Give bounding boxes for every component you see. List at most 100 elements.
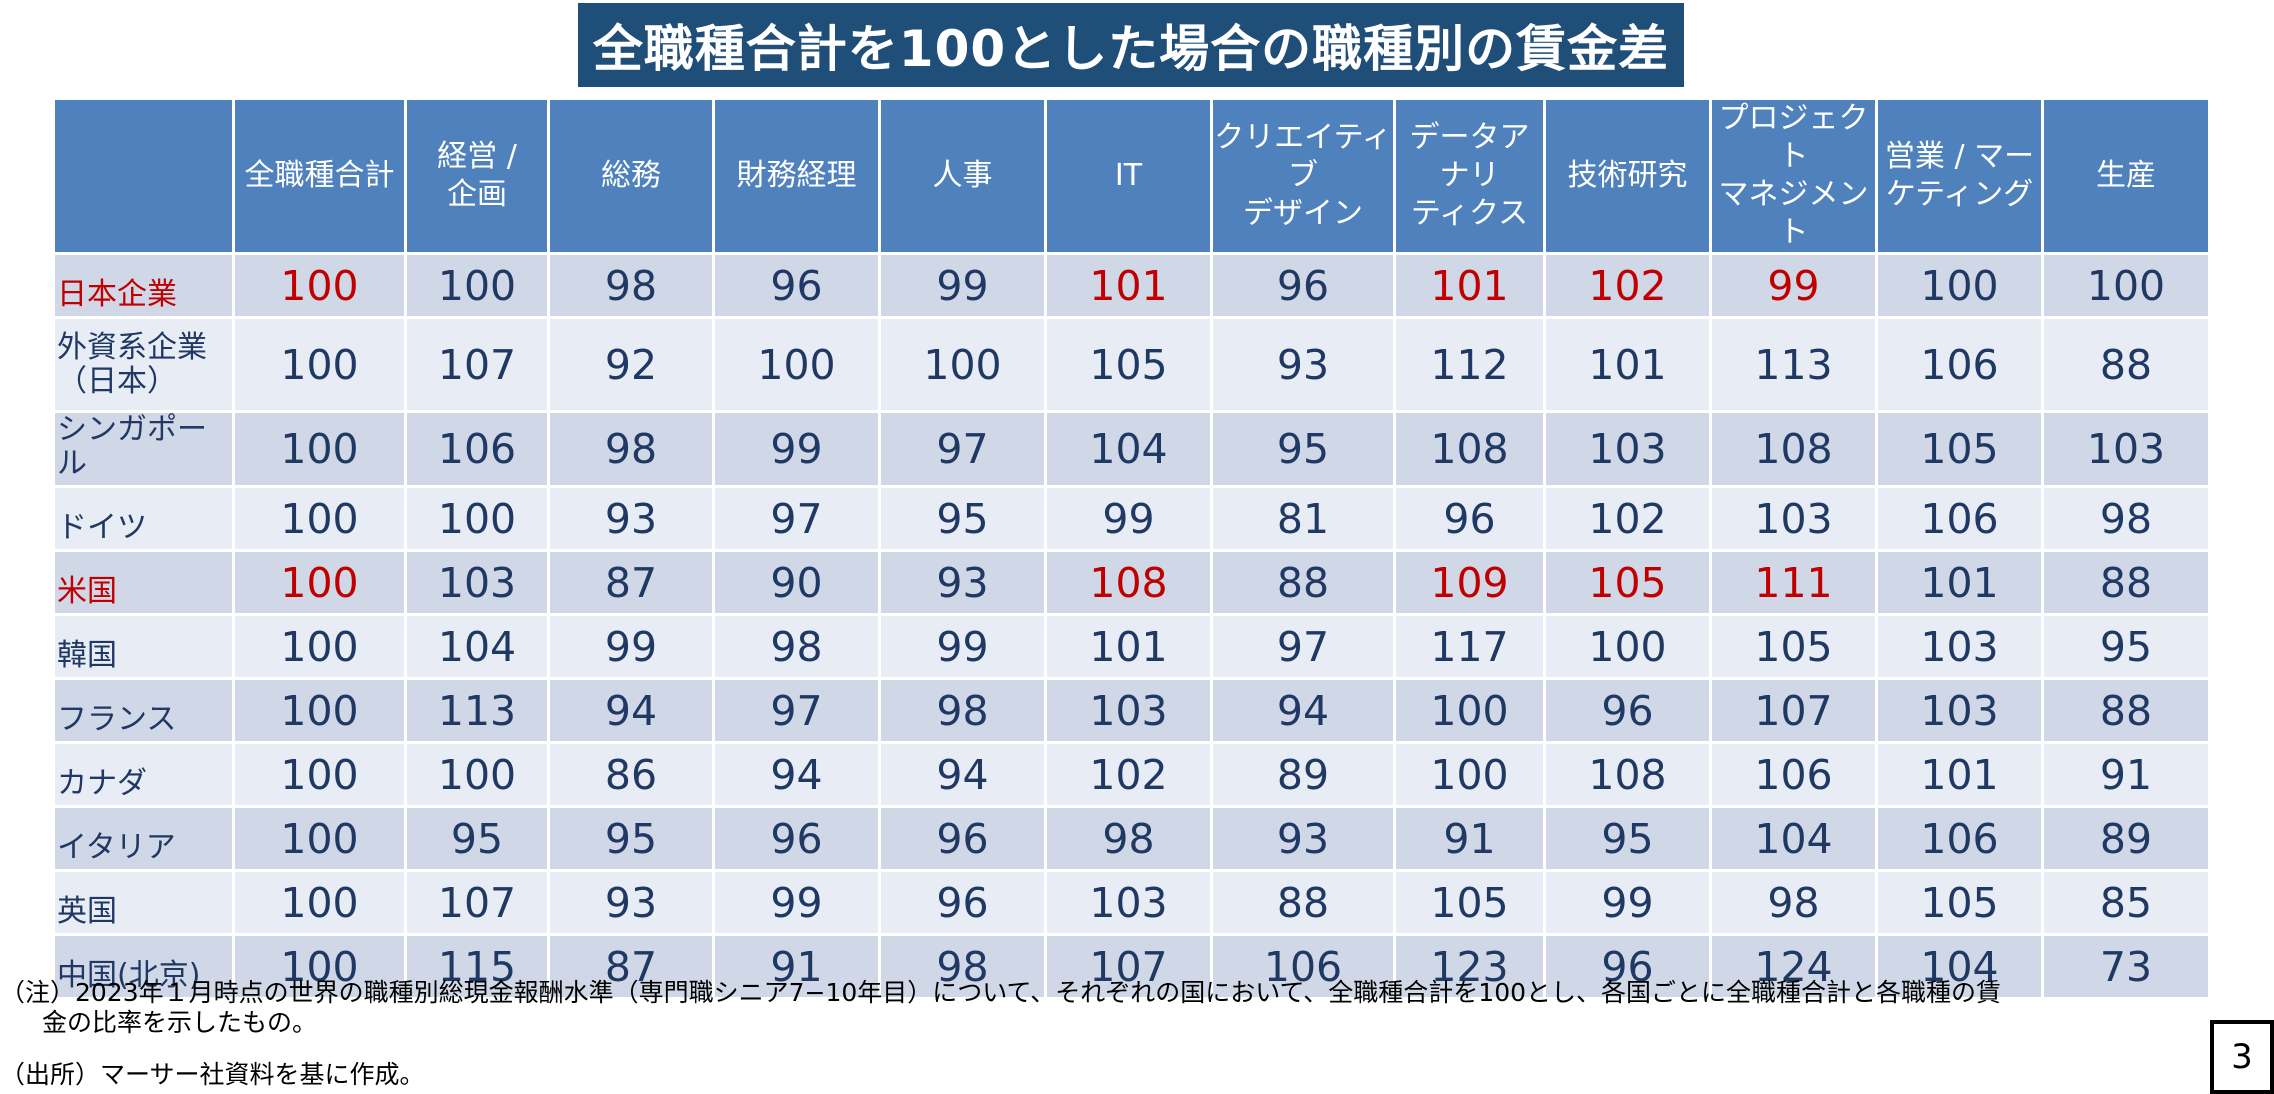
value-cell: 94 [878, 741, 1047, 808]
value-cell: 100 [232, 869, 407, 936]
value-cell: 103 [1709, 485, 1878, 552]
wage-table: 全職種合計 経営 / 企画 総務 財務経理 人事 IT クリエイティブ デザイン データアナリ ティ… [52, 97, 2211, 1000]
value-cell: 93 [1210, 805, 1396, 872]
value-cell: 124 [1709, 933, 1878, 1000]
value-cell: 100 [232, 549, 407, 616]
value-cell: 106 [1875, 485, 2044, 552]
value-cell: 100 [232, 252, 407, 319]
value-cell: 101 [1393, 252, 1546, 319]
row-label: 英国 [52, 869, 235, 936]
value-cell: 100 [1393, 677, 1546, 744]
value-cell: 100 [2041, 252, 2211, 319]
value-cell: 96 [878, 805, 1047, 872]
value-cell: 108 [1709, 410, 1878, 488]
table-row: シンガポール 100 106 98 99 97 104 95 108 103 108 105 103 [52, 410, 2211, 488]
value-cell: 111 [1709, 549, 1878, 616]
value-cell: 88 [2041, 677, 2211, 744]
value-cell: 93 [878, 549, 1047, 616]
value-cell: 96 [1543, 677, 1712, 744]
value-cell: 97 [712, 677, 881, 744]
value-cell: 90 [712, 549, 881, 616]
value-cell: 99 [547, 613, 715, 680]
value-cell: 95 [1210, 410, 1396, 488]
value-cell: 100 [404, 485, 550, 552]
value-cell: 105 [1875, 869, 2044, 936]
value-cell: 107 [1044, 933, 1213, 1000]
value-cell: 94 [547, 677, 715, 744]
table-row: 外資系企業 （日本） 100 107 92 100 100 105 93 112 101 113 106… [52, 316, 2211, 413]
value-cell: 105 [1875, 410, 2044, 488]
value-cell: 104 [1875, 933, 2044, 1000]
value-cell: 98 [712, 613, 881, 680]
value-cell: 100 [712, 316, 881, 413]
value-cell: 108 [1393, 410, 1546, 488]
table-row: フランス 100 113 94 97 98 103 94 100 96 107 103 88 [52, 677, 2211, 744]
value-cell: 91 [1393, 805, 1546, 872]
value-cell: 96 [1393, 485, 1546, 552]
value-cell: 100 [232, 933, 407, 1000]
value-cell: 87 [547, 549, 715, 616]
value-cell: 97 [1210, 613, 1396, 680]
value-cell: 73 [2041, 933, 2211, 1000]
row-label: 中国(北京) [52, 933, 235, 1000]
value-cell: 107 [1709, 677, 1878, 744]
value-cell: 115 [404, 933, 550, 1000]
value-cell: 101 [1543, 316, 1712, 413]
page-number: 3 [2210, 1020, 2274, 1094]
value-cell: 101 [1044, 613, 1213, 680]
column-header: クリエイティブ デザイン [1210, 97, 1396, 255]
value-cell: 99 [878, 613, 1047, 680]
value-cell: 106 [404, 410, 550, 488]
value-cell: 102 [1543, 252, 1712, 319]
row-label: 米国 [52, 549, 235, 616]
corner-cell [52, 97, 235, 255]
value-cell: 101 [1044, 252, 1213, 319]
value-cell: 81 [1210, 485, 1396, 552]
table-row: 日本企業 100 100 98 96 99 101 96 101 102 99 100 100 [52, 252, 2211, 319]
value-cell: 106 [1875, 316, 2044, 413]
value-cell: 106 [1875, 805, 2044, 872]
value-cell: 100 [878, 316, 1047, 413]
row-label: イタリア [52, 805, 235, 872]
value-cell: 101 [1875, 549, 2044, 616]
value-cell: 103 [1044, 869, 1213, 936]
column-header: 技術研究 [1543, 97, 1712, 255]
row-label: 韓国 [52, 613, 235, 680]
value-cell: 99 [1543, 869, 1712, 936]
column-header: IT [1044, 97, 1213, 255]
column-header: 生産 [2041, 97, 2211, 255]
value-cell: 88 [1210, 549, 1396, 616]
value-cell: 112 [1393, 316, 1546, 413]
value-cell: 98 [1709, 869, 1878, 936]
value-cell: 85 [2041, 869, 2211, 936]
value-cell: 99 [1709, 252, 1878, 319]
value-cell: 101 [1875, 741, 2044, 808]
table-row: 英国 100 107 93 99 96 103 88 105 99 98 105 85 [52, 869, 2211, 936]
table-header-row: 全職種合計 経営 / 企画 総務 財務経理 人事 IT クリエイティブ デザイン データアナリ ティ… [52, 97, 2211, 255]
value-cell: 94 [1210, 677, 1396, 744]
value-cell: 107 [404, 869, 550, 936]
value-cell: 109 [1393, 549, 1546, 616]
value-cell: 86 [547, 741, 715, 808]
value-cell: 88 [2041, 316, 2211, 413]
column-header: データアナリ ティクス [1393, 97, 1546, 255]
column-header: 営業 / マー ケティング [1875, 97, 2044, 255]
value-cell: 98 [1044, 805, 1213, 872]
table-row: 中国(北京) 100 115 87 91 98 107 106 123 96 124 104 73 [52, 933, 2211, 1000]
value-cell: 105 [1543, 549, 1712, 616]
value-cell: 104 [1709, 805, 1878, 872]
row-label: シンガポール [52, 410, 235, 488]
value-cell: 94 [712, 741, 881, 808]
value-cell: 91 [712, 933, 881, 1000]
column-header: 財務経理 [712, 97, 881, 255]
value-cell: 100 [1543, 613, 1712, 680]
value-cell: 106 [1709, 741, 1878, 808]
value-cell: 97 [878, 410, 1047, 488]
value-cell: 98 [547, 410, 715, 488]
value-cell: 105 [1393, 869, 1546, 936]
row-label: 日本企業 [52, 252, 235, 319]
table-row: 韓国 100 104 99 98 99 101 97 117 100 105 103 95 [52, 613, 2211, 680]
row-label: ドイツ [52, 485, 235, 552]
value-cell: 105 [1709, 613, 1878, 680]
value-cell: 108 [1543, 741, 1712, 808]
